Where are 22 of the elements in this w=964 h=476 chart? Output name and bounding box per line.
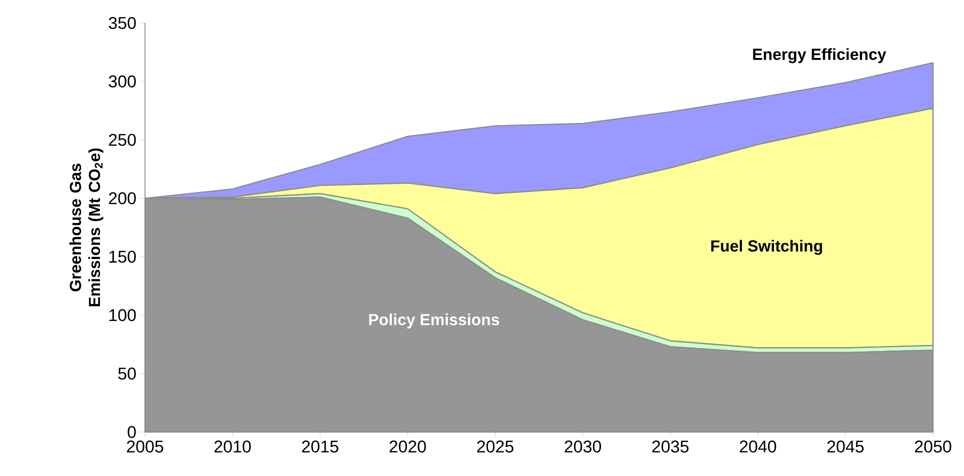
y-tick-label: 250 [108, 134, 136, 146]
x-tick-label: 2020 [390, 440, 426, 453]
x-tick-label: 2050 [914, 440, 952, 453]
y-tick-label: 50 [118, 368, 136, 380]
y-axis-title: Greenhouse Gas Emissions (Mt CO$_{2}$e) [69, 148, 104, 306]
y-tick-label: 200 [108, 192, 136, 204]
series-label: Energy Efficiency [753, 48, 886, 64]
series-label: Fuel Switching [711, 240, 822, 255]
y-tick-label: 300 [108, 75, 136, 88]
y-tick-label: 350 [108, 16, 136, 30]
x-tick-label: 2015 [302, 440, 338, 453]
x-tick-label: 2040 [740, 440, 776, 453]
x-tick-label: 2030 [564, 440, 602, 453]
series-label: Policy Emissions [369, 314, 500, 328]
x-tick-label: 2025 [477, 440, 514, 453]
x-tick-label: 2005 [126, 440, 164, 453]
y-tick-label: 0 [128, 426, 136, 438]
x-tick-label: 2045 [827, 440, 864, 453]
y-tick-label: 100 [109, 309, 136, 322]
x-tick-label: 2010 [214, 440, 251, 453]
y-tick-label: 150 [109, 250, 136, 263]
x-tick-label: 2035 [652, 440, 689, 453]
